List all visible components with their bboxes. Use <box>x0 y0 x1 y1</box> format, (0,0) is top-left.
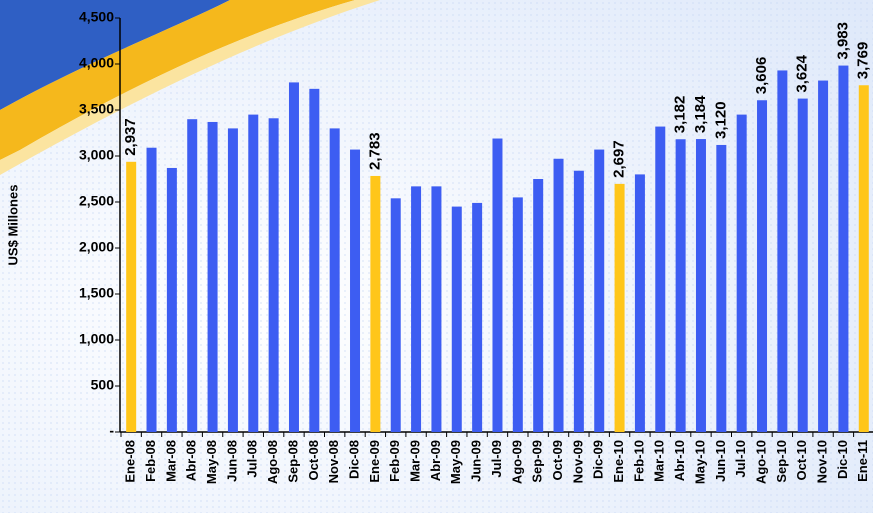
x-tick-label: Jun-08 <box>224 440 239 482</box>
y-tick-label: 3,500 <box>79 101 114 117</box>
bar <box>757 100 768 433</box>
x-tick-label: Nov-09 <box>570 440 585 483</box>
x-tick-label: Feb-10 <box>631 440 646 482</box>
x-tick-label: Jun-09 <box>469 440 484 482</box>
bar <box>146 147 157 432</box>
value-label: 2,783 <box>366 132 383 170</box>
bar <box>614 183 625 432</box>
x-tick-label: Ene-08 <box>123 440 138 483</box>
bar <box>329 128 340 432</box>
y-axis-label: US$ Millones <box>5 185 20 266</box>
x-tick-label: Sep-10 <box>774 440 789 483</box>
bar <box>370 175 381 433</box>
x-tick-label: Dic-10 <box>835 440 850 479</box>
x-tick-label: Oct-09 <box>550 440 565 480</box>
x-tick-label: Mar-10 <box>652 440 667 482</box>
value-label: 3,624 <box>794 54 811 92</box>
bar <box>716 144 727 432</box>
bar <box>227 128 238 432</box>
swoosh-blue <box>0 0 230 110</box>
bar <box>736 114 747 432</box>
x-tick-label: Ene-11 <box>855 440 870 482</box>
x-tick-label: May-10 <box>692 440 707 484</box>
y-tick-label: 1,500 <box>79 285 114 301</box>
x-tick-label: Ene-10 <box>611 440 626 483</box>
bar <box>390 198 401 432</box>
value-label: 2,697 <box>611 140 628 178</box>
bar <box>777 70 788 432</box>
value-label: 3,769 <box>855 42 872 80</box>
bar <box>207 121 218 433</box>
swoosh-yellow <box>0 0 355 160</box>
x-tick-label: Abr-10 <box>672 440 687 481</box>
bar <box>573 170 584 432</box>
x-tick-label: Dic-08 <box>346 440 361 479</box>
x-tick-label: Mar-08 <box>163 440 178 482</box>
bar <box>492 138 503 432</box>
y-tick-label: 3,000 <box>79 147 114 163</box>
x-tick-label: May-08 <box>204 440 219 484</box>
x-tick-label: Abr-09 <box>428 440 443 481</box>
x-tick-label: Ago-09 <box>509 440 524 484</box>
x-tick-label: Nov-10 <box>815 440 830 483</box>
x-tick-label: Jun-10 <box>713 440 728 482</box>
bar <box>166 167 177 432</box>
x-tick-label: Feb-08 <box>143 440 158 482</box>
y-tick-label: 4,500 <box>79 9 114 25</box>
value-label: 2,937 <box>122 118 139 156</box>
bar <box>858 85 869 432</box>
bar <box>472 202 483 432</box>
x-tick-label: Nov-08 <box>326 440 341 483</box>
x-tick-label: May-09 <box>448 440 463 484</box>
x-tick-label: Feb-09 <box>387 440 402 482</box>
x-tick-label: Ago-08 <box>265 440 280 484</box>
x-tick-label: Oct-10 <box>794 440 809 480</box>
value-label: 3,182 <box>672 96 689 134</box>
bar <box>695 139 706 432</box>
x-tick-label: Mar-09 <box>408 440 423 482</box>
x-tick-label: Jul-08 <box>245 440 260 478</box>
value-label: 3,184 <box>692 95 709 133</box>
bar <box>126 161 137 432</box>
bar <box>594 149 605 432</box>
bar <box>675 139 686 433</box>
y-tick-label: 2,000 <box>79 239 114 255</box>
x-tick-label: Jul-09 <box>489 440 504 478</box>
x-tick-label: Abr-08 <box>184 440 199 481</box>
bar <box>655 126 666 432</box>
bar <box>634 174 645 432</box>
bar <box>431 186 442 432</box>
bar <box>533 179 544 432</box>
bar <box>411 186 422 432</box>
bar <box>838 65 849 433</box>
x-tick-label: Ago-10 <box>753 440 768 484</box>
value-label: 3,983 <box>834 22 851 60</box>
bar <box>309 88 320 432</box>
bar <box>288 82 299 433</box>
bar <box>268 118 279 432</box>
bar <box>248 114 259 432</box>
x-tick-label: Oct-08 <box>306 440 321 480</box>
x-tick-label: Dic-09 <box>591 440 606 479</box>
bar <box>187 119 198 432</box>
bar <box>512 197 523 432</box>
x-tick-label: Ene-09 <box>367 440 382 483</box>
x-tick-label: Sep-09 <box>530 440 545 483</box>
x-tick-label: Sep-08 <box>285 440 300 483</box>
bar <box>797 98 808 432</box>
value-label: 3,120 <box>712 101 729 139</box>
y-tick-label: 1,000 <box>79 331 114 347</box>
bar <box>553 158 564 432</box>
value-label: 3,606 <box>753 57 770 95</box>
bar <box>350 149 361 432</box>
y-tick-label: 4,000 <box>79 55 114 71</box>
y-tick-label: 2,500 <box>79 193 114 209</box>
y-tick-label: - <box>109 423 114 439</box>
bar <box>818 80 829 432</box>
x-tick-label: Jul-10 <box>733 440 748 478</box>
y-tick-label: 500 <box>91 377 115 393</box>
bar <box>451 206 462 432</box>
